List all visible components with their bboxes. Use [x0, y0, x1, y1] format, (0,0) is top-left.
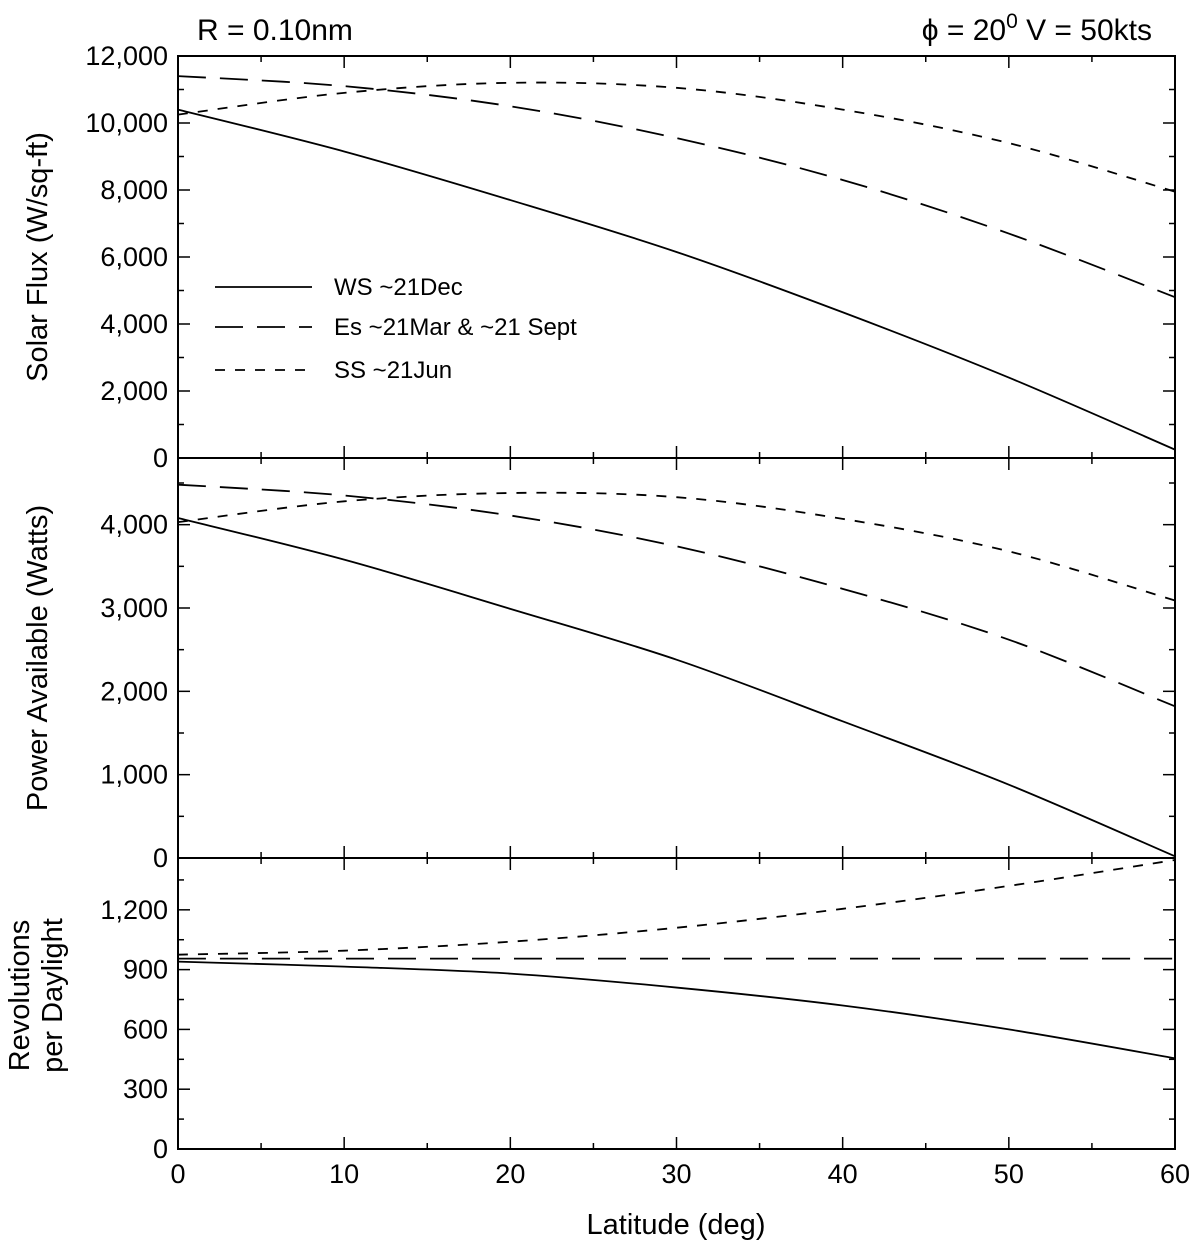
y-tick-label: 4,000: [100, 510, 168, 540]
panel-frame: [177, 457, 1176, 859]
header-right-superscript: 0: [1006, 10, 1018, 33]
series-line-shortdash: [177, 491, 1176, 602]
series-line-shortdash: [177, 859, 1176, 956]
y-tick-label: 10,000: [85, 108, 168, 138]
header-right-label: ϕ = 200 V = 50kts: [922, 10, 1152, 47]
y-tick-label: 6,000: [100, 242, 168, 272]
y-tick-label: 2,000: [100, 376, 168, 406]
y-tick-label: 0: [153, 1134, 168, 1164]
y-axis-title-line: per Daylight: [37, 918, 69, 1073]
legend-label: Es ~21Mar & ~21 Sept: [334, 314, 577, 341]
panel-1: 0 2,000 4,000 6,000 8,000 10,000 12,000 Solar F…: [22, 41, 1176, 473]
y-tick-label: 1,200: [100, 895, 168, 925]
y-tick-label: 1,000: [100, 760, 168, 790]
x-tick-label: 60: [1160, 1159, 1190, 1189]
panel-frame: [177, 55, 1176, 459]
x-tick-label: 30: [661, 1159, 691, 1189]
series-line-shortdash: [177, 81, 1176, 193]
header-right-speed: V = 50kts: [1018, 14, 1152, 47]
header-left-label: R = 0.10nm: [197, 14, 353, 47]
y-tick-label: 300: [123, 1074, 168, 1104]
panel-frame: [177, 857, 1176, 1150]
y-tick-label: 8,000: [100, 175, 168, 205]
y-axis-title: Power Available (Watts): [22, 505, 54, 811]
x-tick-label: 10: [329, 1159, 359, 1189]
series-line-solid: [177, 517, 1176, 858]
series-line-longdash: [177, 483, 1176, 708]
panel-2: 0 1,000 2,000 3,000 4,000 Power Available (Wa…: [22, 457, 1176, 873]
legend: WS ~21Dec Es ~21Mar & ~21 Sept SS ~21Jun: [215, 274, 577, 384]
panel-3: 0 300 600 900 1,200 Revolutions per Daylight 0 1…: [4, 857, 1190, 1189]
legend-label: WS ~21Dec: [334, 274, 463, 301]
y-tick-label: 12,000: [85, 41, 168, 71]
legend-label: SS ~21Jun: [334, 357, 452, 384]
y-tick-label: 0: [153, 443, 168, 473]
header-right-angle: = 20: [939, 14, 1007, 47]
y-axis-title: Solar Flux (W/sq-ft): [22, 132, 54, 382]
panels: 0 2,000 4,000 6,000 8,000 10,000 12,000 Solar F…: [4, 41, 1190, 1189]
series-line-solid: [177, 960, 1176, 1060]
y-tick-label: 3,000: [100, 593, 168, 623]
y-tick-label: 4,000: [100, 309, 168, 339]
y-axis-title-line: Revolutions: [4, 920, 36, 1072]
phi-symbol: ϕ: [922, 14, 939, 47]
x-tick-label: 50: [994, 1159, 1024, 1189]
y-tick-label: 600: [123, 1014, 168, 1044]
y-tick-label: 0: [153, 843, 168, 873]
x-tick-label: 20: [495, 1159, 525, 1189]
x-tick-label: 40: [828, 1159, 858, 1189]
x-tick-label: 0: [170, 1159, 185, 1189]
x-axis-title: Latitude (deg): [587, 1209, 766, 1241]
series-line-solid: [177, 108, 1176, 451]
y-tick-label: 900: [123, 955, 168, 985]
y-tick-label: 2,000: [100, 676, 168, 706]
series-line-longdash: [177, 75, 1176, 299]
